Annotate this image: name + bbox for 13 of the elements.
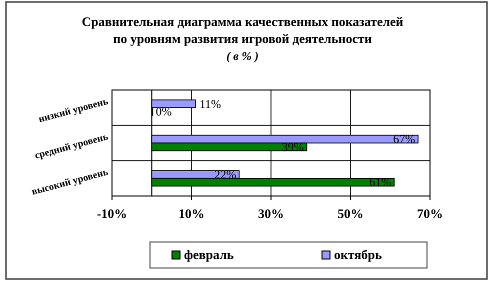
y-tick-label: средний уровень	[34, 131, 110, 162]
x-tick-label: 70%	[417, 206, 443, 221]
legend-label: февраль	[184, 247, 234, 262]
y-tick-label: высокий уровень	[30, 166, 110, 198]
data-label: 11%	[199, 96, 222, 111]
y-tick-label: низкий уровень	[37, 96, 110, 126]
x-tick-label: 30%	[258, 206, 284, 221]
x-tick-label: -10%	[96, 206, 128, 221]
x-tick-label: 50%	[338, 206, 364, 221]
chart-title: Сравнительная диаграмма качественных показателей по уровням развития игровой деятельности	[82, 14, 404, 46]
x-tick-label: 10%	[178, 206, 204, 221]
legend-label: октябрь	[334, 247, 382, 262]
chart-subtitle: ( в % )	[226, 49, 259, 63]
